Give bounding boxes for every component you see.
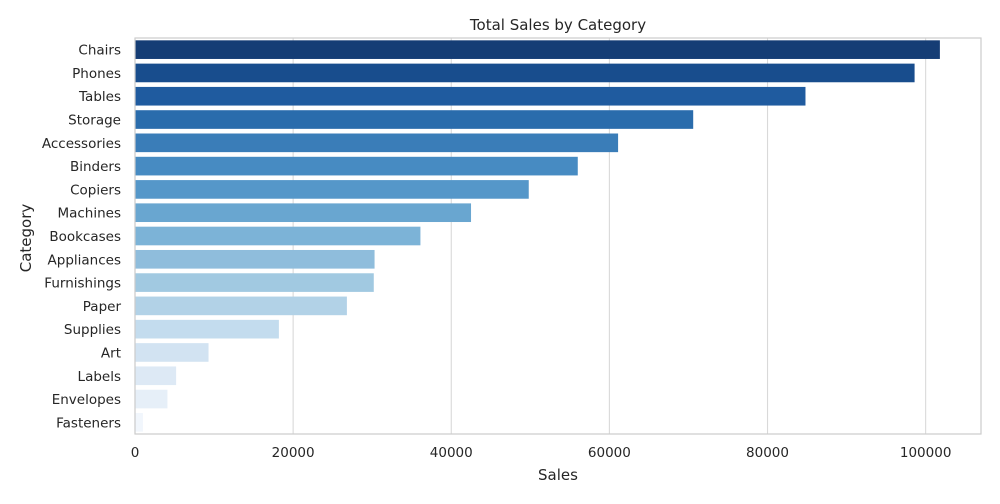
y-axis-label: Category [17,204,35,273]
plot-frame [134,37,982,435]
bar [135,86,806,106]
x-tick-label: 0 [131,445,140,461]
bar [135,63,915,83]
y-tick-label: Envelopes [52,392,121,408]
bar [135,40,940,59]
x-tick-label: 40000 [430,445,473,461]
y-tick-label: Phones [72,66,121,82]
y-tick-label: Tables [78,89,121,105]
bar [135,133,619,153]
x-tick-label: 80000 [746,445,789,461]
y-tick-label: Machines [57,206,121,222]
bar [135,249,375,269]
x-tick-labels: 0 20000 40000 60000 80000 100000 [131,445,952,461]
y-tick-label: Appliances [48,252,121,268]
y-tick-label: Supplies [64,322,121,338]
bar [135,366,177,386]
x-tick-label: 20000 [272,445,315,461]
plot-border [134,37,982,435]
y-tick-label: Furnishings [44,276,121,292]
x-axis-label: Sales [538,466,578,484]
y-tick-label: Labels [78,369,121,385]
bar [135,203,472,223]
x-tick-label: 100000 [900,445,952,461]
bar [135,343,209,362]
bar [135,389,168,409]
bar [135,180,529,199]
chart-title: Total Sales by Category [469,16,646,34]
y-tick-label: Chairs [78,43,121,59]
y-tick-label: Fasteners [56,415,121,431]
bar [135,110,694,129]
bar [135,226,421,246]
bar [135,156,578,176]
x-tick-label: 60000 [588,445,631,461]
y-tick-label: Accessories [42,136,121,152]
y-tick-label: Binders [70,159,121,175]
y-tick-labels: Chairs Phones Tables Storage Accessories Bind… [42,43,122,432]
y-tick-label: Paper [83,299,122,315]
y-tick-label: Storage [68,113,121,129]
y-tick-label: Copiers [70,182,121,198]
bar [135,296,347,316]
bar [135,273,374,292]
y-tick-label: Art [101,345,121,361]
bar [135,319,279,339]
y-tick-label: Bookcases [49,229,121,245]
bar [135,413,143,432]
bars [135,40,940,432]
